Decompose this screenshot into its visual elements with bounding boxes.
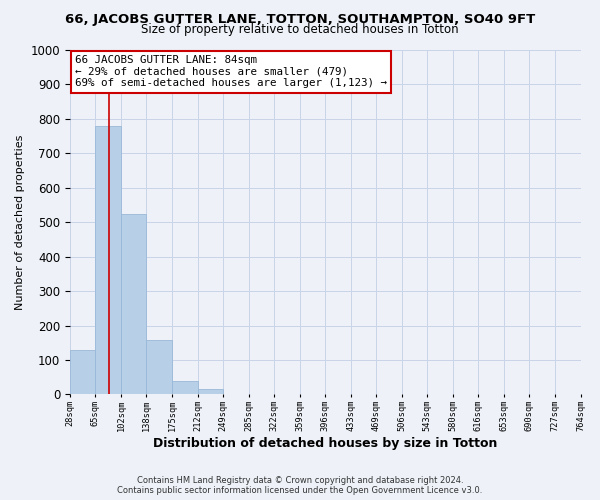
Text: 66, JACOBS GUTTER LANE, TOTTON, SOUTHAMPTON, SO40 9FT: 66, JACOBS GUTTER LANE, TOTTON, SOUTHAMP…	[65, 12, 535, 26]
X-axis label: Distribution of detached houses by size in Totton: Distribution of detached houses by size …	[153, 437, 497, 450]
Text: Size of property relative to detached houses in Totton: Size of property relative to detached ho…	[141, 22, 459, 36]
Bar	[172, 380, 197, 394]
Text: 66 JACOBS GUTTER LANE: 84sqm
← 29% of detached houses are smaller (479)
69% of s: 66 JACOBS GUTTER LANE: 84sqm ← 29% of de…	[75, 55, 387, 88]
Bar	[95, 126, 121, 394]
Bar	[197, 389, 223, 394]
Bar	[146, 340, 172, 394]
Bar	[70, 350, 95, 395]
Text: Contains HM Land Registry data © Crown copyright and database right 2024.
Contai: Contains HM Land Registry data © Crown c…	[118, 476, 482, 495]
Bar	[121, 214, 146, 394]
Y-axis label: Number of detached properties: Number of detached properties	[15, 134, 25, 310]
